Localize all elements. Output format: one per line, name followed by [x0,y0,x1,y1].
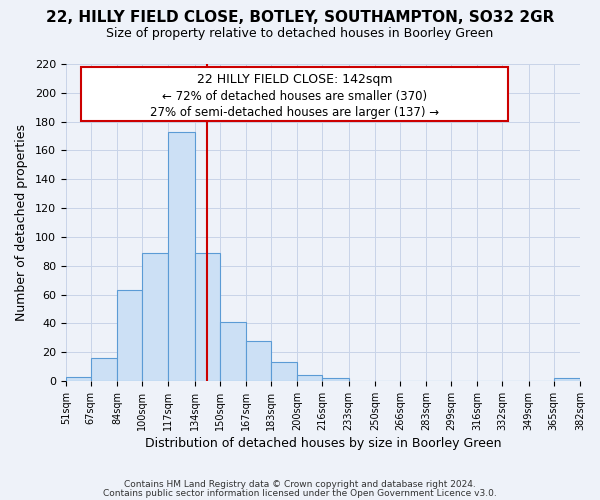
Bar [322,378,349,381]
Bar [246,340,271,381]
Text: 22 HILLY FIELD CLOSE: 142sqm: 22 HILLY FIELD CLOSE: 142sqm [197,72,392,86]
Bar [554,378,580,381]
Bar [271,362,298,381]
Bar [117,290,142,381]
Text: Size of property relative to detached houses in Boorley Green: Size of property relative to detached ho… [106,28,494,40]
Bar [66,376,91,381]
Text: Contains HM Land Registry data © Crown copyright and database right 2024.: Contains HM Land Registry data © Crown c… [124,480,476,489]
Bar [169,132,195,381]
Text: ← 72% of detached houses are smaller (370): ← 72% of detached houses are smaller (37… [162,90,427,103]
X-axis label: Distribution of detached houses by size in Boorley Green: Distribution of detached houses by size … [145,437,501,450]
Bar [220,322,246,381]
FancyBboxPatch shape [82,67,508,121]
Bar [142,252,169,381]
Y-axis label: Number of detached properties: Number of detached properties [15,124,28,321]
Text: Contains public sector information licensed under the Open Government Licence v3: Contains public sector information licen… [103,488,497,498]
Bar [91,358,117,381]
Text: 27% of semi-detached houses are larger (137) →: 27% of semi-detached houses are larger (… [150,106,439,119]
Text: 22, HILLY FIELD CLOSE, BOTLEY, SOUTHAMPTON, SO32 2GR: 22, HILLY FIELD CLOSE, BOTLEY, SOUTHAMPT… [46,10,554,25]
Bar [298,375,322,381]
Bar [195,252,220,381]
